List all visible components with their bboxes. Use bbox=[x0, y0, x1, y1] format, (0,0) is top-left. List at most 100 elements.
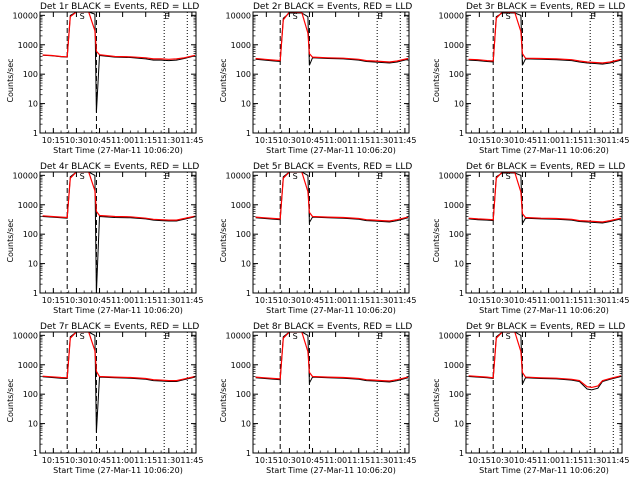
y-tick-label: 100 bbox=[236, 230, 251, 239]
x-tick-label: 11:45 bbox=[393, 456, 416, 465]
start-marker-label: S bbox=[80, 12, 85, 21]
y-tick-label: 10 bbox=[28, 100, 38, 109]
x-tick-label: 10:45 bbox=[514, 136, 537, 145]
y-axis-label: Counts/sec bbox=[6, 218, 15, 262]
y-axis-label: Counts/sec bbox=[432, 218, 441, 262]
y-tick-label: 1000 bbox=[231, 41, 251, 50]
start-marker-label: S bbox=[80, 172, 85, 181]
y-tick-label: 10 bbox=[28, 420, 38, 429]
y-tick-label: 1 bbox=[459, 129, 464, 138]
start-marker-label: S bbox=[293, 172, 298, 181]
series-line-events bbox=[42, 12, 196, 113]
y-tick-label: 10000 bbox=[439, 171, 464, 180]
y-tick-label: 10000 bbox=[226, 171, 251, 180]
panel-title: Det 7r BLACK = Events, RED = LLD bbox=[40, 322, 199, 332]
x-tick-label: 11:30 bbox=[370, 456, 393, 465]
x-axis-label: Start Time (27-Mar-11 10:06:20) bbox=[266, 306, 396, 315]
plot-frame bbox=[465, 331, 623, 454]
y-tick-label: 10 bbox=[28, 260, 38, 269]
x-axis-label: Start Time (27-Mar-11 10:06:20) bbox=[53, 466, 183, 475]
end-marker-label: E bbox=[377, 172, 382, 181]
end-marker-label: E bbox=[590, 172, 595, 181]
x-tick-label: 11:45 bbox=[180, 136, 203, 145]
x-tick-label: 10:30 bbox=[65, 136, 88, 145]
y-tick-label: 1000 bbox=[231, 201, 251, 210]
y-tick-label: 10 bbox=[454, 420, 464, 429]
x-tick-label: 11:30 bbox=[370, 296, 393, 305]
x-tick-label: 11:30 bbox=[583, 456, 606, 465]
x-tick-label: 10:30 bbox=[278, 296, 301, 305]
y-tick-label: 100 bbox=[23, 70, 38, 79]
x-tick-label: 10:15 bbox=[42, 136, 65, 145]
x-tick-label: 11:00 bbox=[111, 296, 134, 305]
y-axis-label: Counts/sec bbox=[219, 218, 228, 262]
y-tick-label: 10000 bbox=[13, 331, 38, 340]
panel-title: Det 6r BLACK = Events, RED = LLD bbox=[466, 162, 625, 172]
y-tick-label: 1 bbox=[459, 289, 464, 298]
x-tick-label: 11:00 bbox=[111, 136, 134, 145]
series-line-events bbox=[468, 12, 622, 66]
panel-title: Det 1r BLACK = Events, RED = LLD bbox=[40, 2, 199, 12]
y-tick-label: 100 bbox=[23, 390, 38, 399]
x-axis-label: Start Time (27-Mar-11 10:06:20) bbox=[479, 306, 609, 315]
x-tick-label: 10:45 bbox=[301, 456, 324, 465]
series-line-lld bbox=[42, 332, 196, 382]
y-tick-label: 10000 bbox=[13, 11, 38, 20]
y-axis-label: Counts/sec bbox=[6, 58, 15, 102]
x-tick-label: 11:15 bbox=[347, 456, 370, 465]
x-tick-label: 11:15 bbox=[134, 136, 157, 145]
end-marker-label: E bbox=[164, 172, 169, 181]
plot-frame bbox=[39, 331, 197, 454]
x-tick-label: 11:15 bbox=[560, 296, 583, 305]
x-tick-label: 10:45 bbox=[301, 136, 324, 145]
series-line-lld bbox=[42, 12, 196, 60]
y-tick-label: 1 bbox=[33, 289, 38, 298]
y-tick-label: 1 bbox=[33, 129, 38, 138]
x-tick-label: 11:45 bbox=[393, 136, 416, 145]
start-marker-label: S bbox=[293, 12, 298, 21]
x-tick-label: 10:15 bbox=[42, 296, 65, 305]
y-tick-label: 100 bbox=[236, 70, 251, 79]
y-axis-label: Counts/sec bbox=[6, 378, 15, 422]
panel-title: Det 4r BLACK = Events, RED = LLD bbox=[40, 162, 199, 172]
x-tick-label: 11:00 bbox=[537, 456, 560, 465]
x-tick-label: 11:00 bbox=[537, 136, 560, 145]
plot-frame bbox=[252, 11, 410, 134]
x-tick-label: 11:45 bbox=[606, 296, 629, 305]
y-tick-label: 10000 bbox=[439, 331, 464, 340]
y-axis-label: Counts/sec bbox=[432, 58, 441, 102]
x-tick-label: 10:30 bbox=[491, 136, 514, 145]
y-tick-label: 1000 bbox=[18, 201, 38, 210]
x-tick-label: 11:00 bbox=[324, 296, 347, 305]
x-tick-label: 10:30 bbox=[65, 296, 88, 305]
x-tick-label: 11:30 bbox=[157, 456, 180, 465]
x-tick-label: 11:15 bbox=[134, 456, 157, 465]
panel-title: Det 2r BLACK = Events, RED = LLD bbox=[253, 2, 412, 12]
series-line-events bbox=[255, 12, 409, 66]
y-tick-label: 10 bbox=[241, 100, 251, 109]
x-axis-label: Start Time (27-Mar-11 10:06:20) bbox=[266, 466, 396, 475]
x-tick-label: 10:15 bbox=[42, 456, 65, 465]
y-tick-label: 10 bbox=[454, 260, 464, 269]
series-line-lld bbox=[255, 12, 409, 63]
x-tick-label: 10:15 bbox=[255, 456, 278, 465]
x-tick-label: 10:30 bbox=[491, 296, 514, 305]
y-axis-label: Counts/sec bbox=[219, 58, 228, 102]
x-tick-label: 11:15 bbox=[134, 296, 157, 305]
x-tick-label: 11:15 bbox=[347, 136, 370, 145]
y-tick-label: 1000 bbox=[444, 361, 464, 370]
series-line-events bbox=[468, 332, 622, 391]
x-tick-label: 11:30 bbox=[370, 136, 393, 145]
y-tick-label: 100 bbox=[236, 390, 251, 399]
x-tick-label: 10:30 bbox=[491, 456, 514, 465]
y-tick-label: 1000 bbox=[18, 41, 38, 50]
y-tick-label: 1 bbox=[246, 289, 251, 298]
y-tick-label: 10000 bbox=[13, 171, 38, 180]
end-marker-label: E bbox=[164, 12, 169, 21]
series-line-events bbox=[255, 332, 409, 385]
